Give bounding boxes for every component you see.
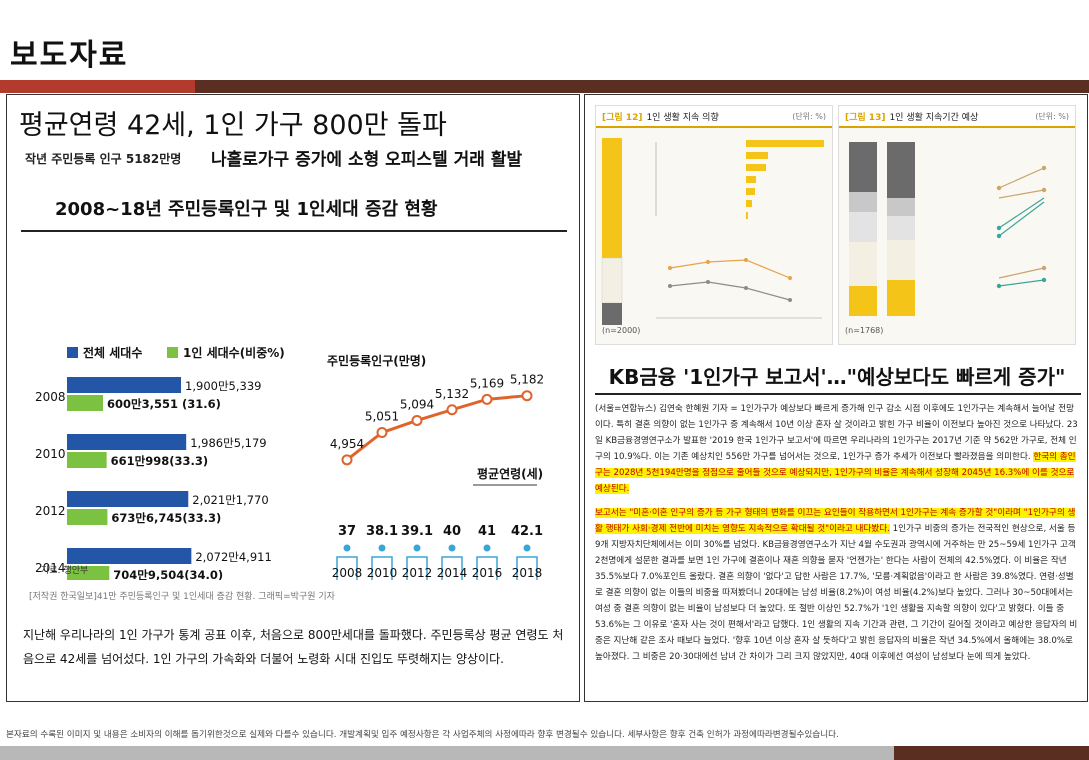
fig12-n: (n=2000) bbox=[602, 326, 641, 335]
x-axis-year-label: 2012 bbox=[402, 566, 433, 580]
figure-12: [그림 12] 1인 생활 지속 의향 (단위: %) bbox=[595, 105, 833, 345]
bar-single-households bbox=[67, 509, 108, 525]
bar-total-households bbox=[67, 491, 189, 507]
left-headline: 평균연령 42세, 1인 가구 800만 돌파 bbox=[19, 110, 447, 141]
bar-single-households bbox=[67, 395, 104, 411]
kb-para2-text: 1인가구 비중의 증가는 전국적인 현상으로, 서울 등 9개 지방자치단체에서… bbox=[595, 524, 1078, 662]
bar-total-label: 2,072만4,911 bbox=[195, 550, 271, 564]
legend-swatch-single bbox=[167, 347, 178, 358]
kb-article-text: (서울=연합뉴스) 김연숙 한혜원 기자 = 1인가구가 예상보다 빠르게 증가… bbox=[595, 401, 1081, 673]
chart-source: 자료: 행안부 bbox=[41, 564, 88, 576]
population-point bbox=[446, 404, 458, 416]
household-chart: 전체 세대수 1인 세대수(비중%) 2008 1,900만5,339 600만3,55… bbox=[35, 345, 544, 580]
fig13-number: [그림 13] bbox=[845, 112, 886, 123]
bar-total-households bbox=[67, 548, 192, 564]
avg-age-label: 41 bbox=[478, 524, 496, 539]
population-point bbox=[411, 414, 423, 426]
population-label: 5,094 bbox=[400, 397, 434, 411]
legend-swatch-total bbox=[67, 347, 78, 358]
population-label: 4,954 bbox=[330, 437, 364, 451]
population-label: 5,051 bbox=[365, 410, 399, 424]
avg-age-dot bbox=[483, 544, 491, 552]
avg-age-dot bbox=[343, 544, 351, 552]
kb-para1-text: (서울=연합뉴스) 김연숙 한혜원 기자 = 1인가구가 예상보다 빠르게 증가… bbox=[595, 404, 1078, 462]
avg-age-label: 40 bbox=[443, 524, 461, 539]
left-body-text: 지난해 우리나라의 1인 가구가 통계 공표 이후, 처음으로 800만세대를 … bbox=[23, 628, 564, 666]
x-axis-year-label: 2018 bbox=[512, 566, 543, 580]
bar-year-label: 2010 bbox=[35, 447, 66, 461]
chart-rule bbox=[21, 230, 567, 232]
population-point bbox=[341, 454, 353, 466]
bar-single-households bbox=[67, 566, 110, 580]
population-title: 주민등록인구(만명) bbox=[327, 353, 426, 368]
bar-year-label: 2014 bbox=[35, 561, 66, 575]
bar-year-label: 2012 bbox=[35, 504, 66, 518]
bar-total-label: 2,021만1,770 bbox=[192, 493, 268, 507]
fig13-unit: (단위: %) bbox=[1035, 111, 1069, 121]
population-label: 5,132 bbox=[435, 387, 469, 401]
bar-total-label: 1,900만5,339 bbox=[185, 379, 261, 393]
avg-age-bar bbox=[371, 556, 393, 580]
avg-age-dot bbox=[448, 544, 456, 552]
kb-headline: KB금융 '1인가구 보고서'…"예상보다도 빠르게 증가" bbox=[608, 365, 1066, 389]
legend-label-total: 전체 세대수 bbox=[83, 345, 142, 360]
kb-paragraph-1: (서울=연합뉴스) 김연숙 한혜원 기자 = 1인가구가 예상보다 빠르게 증가… bbox=[595, 401, 1081, 497]
avg-age-label: 42.1 bbox=[511, 524, 543, 539]
avg-age-bar bbox=[441, 556, 463, 580]
chart-caption: [저작권 한국일보]41만 주민등록인구 및 1인세대 증감 현황. 그래픽=박… bbox=[29, 592, 335, 602]
fig12-graphic bbox=[601, 138, 824, 325]
bar-year-label: 2008 bbox=[35, 390, 66, 404]
bar-single-label: 600만3,551 (31.6) bbox=[107, 397, 221, 411]
fig13-graphic bbox=[849, 142, 1047, 316]
left-subline-small: 작년 주민등록 인구 5182만명 bbox=[25, 152, 182, 166]
fig12-number: [그림 12] bbox=[602, 112, 643, 123]
fig13-title: 1인 생활 지속기간 예상 bbox=[889, 112, 979, 123]
avg-age-bar bbox=[406, 556, 428, 580]
population-point bbox=[481, 393, 493, 405]
bar-single-label: 704만9,504(34.0) bbox=[113, 568, 223, 580]
disclaimer-footer: 본자료의 수록된 이미지 및 내용은 소비자의 이해를 돕기위한것으로 실제와 … bbox=[6, 730, 839, 740]
title-bar bbox=[0, 80, 1089, 93]
avg-age-label: 37 bbox=[338, 524, 356, 539]
x-axis-year-label: 2016 bbox=[472, 566, 503, 580]
avg-age-bar bbox=[516, 556, 538, 580]
left-subline-big: 나홀로가구 증가에 소형 오피스텔 거래 활발 bbox=[211, 150, 523, 170]
x-axis-year-label: 2010 bbox=[367, 566, 398, 580]
avg-age-label: 39.1 bbox=[401, 524, 433, 539]
figure-13: [그림 13] 1인 생활 지속기간 예상 (단위: %) bbox=[838, 105, 1076, 345]
bar-single-households bbox=[67, 452, 107, 468]
fig12-title: 1인 생활 지속 의향 bbox=[646, 112, 719, 123]
x-axis-year-label: 2008 bbox=[332, 566, 363, 580]
avg-age-label: 38.1 bbox=[366, 524, 398, 539]
bar-total-households bbox=[67, 434, 187, 450]
bar-total-label: 1,986만5,179 bbox=[190, 436, 266, 450]
right-article-panel: [그림 12] 1인 생활 지속 의향 (단위: %) bbox=[584, 94, 1088, 702]
bar-total-households bbox=[67, 377, 182, 393]
population-label: 5,182 bbox=[510, 373, 544, 387]
x-axis-year-label: 2014 bbox=[437, 566, 468, 580]
legend-label-single: 1인 세대수(비중%) bbox=[183, 345, 285, 360]
fig13-n: (n=1768) bbox=[845, 326, 884, 335]
avg-age-dot bbox=[523, 544, 531, 552]
avg-age-title: 평균연령(세) bbox=[477, 466, 543, 481]
bar-single-label: 673만6,745(33.3) bbox=[111, 511, 221, 525]
avg-age-dot bbox=[413, 544, 421, 552]
population-point bbox=[521, 390, 533, 402]
population-label: 5,169 bbox=[470, 376, 504, 390]
avg-age-bar bbox=[336, 556, 358, 580]
population-line bbox=[346, 394, 528, 461]
kb-paragraph-2: 보고서는 "미혼·이혼 인구의 증가 등 가구 형태의 변화를 이끄는 요인들이… bbox=[595, 505, 1081, 665]
chart-title: 2008~18년 주민등록인구 및 1인세대 증감 현황 bbox=[55, 199, 438, 220]
bar-single-label: 661만998(33.3) bbox=[111, 454, 208, 468]
kb-rule bbox=[595, 393, 1081, 395]
avg-age-bar bbox=[476, 556, 498, 580]
left-article-panel: 평균연령 42세, 1인 가구 800만 돌파 작년 주민등록 인구 5182만… bbox=[6, 94, 580, 702]
page-title: 보도자료 bbox=[10, 38, 129, 73]
population-point bbox=[376, 427, 388, 439]
avg-age-dot bbox=[378, 544, 386, 552]
bottom-bar bbox=[0, 746, 1089, 760]
fig12-unit: (단위: %) bbox=[792, 111, 826, 121]
